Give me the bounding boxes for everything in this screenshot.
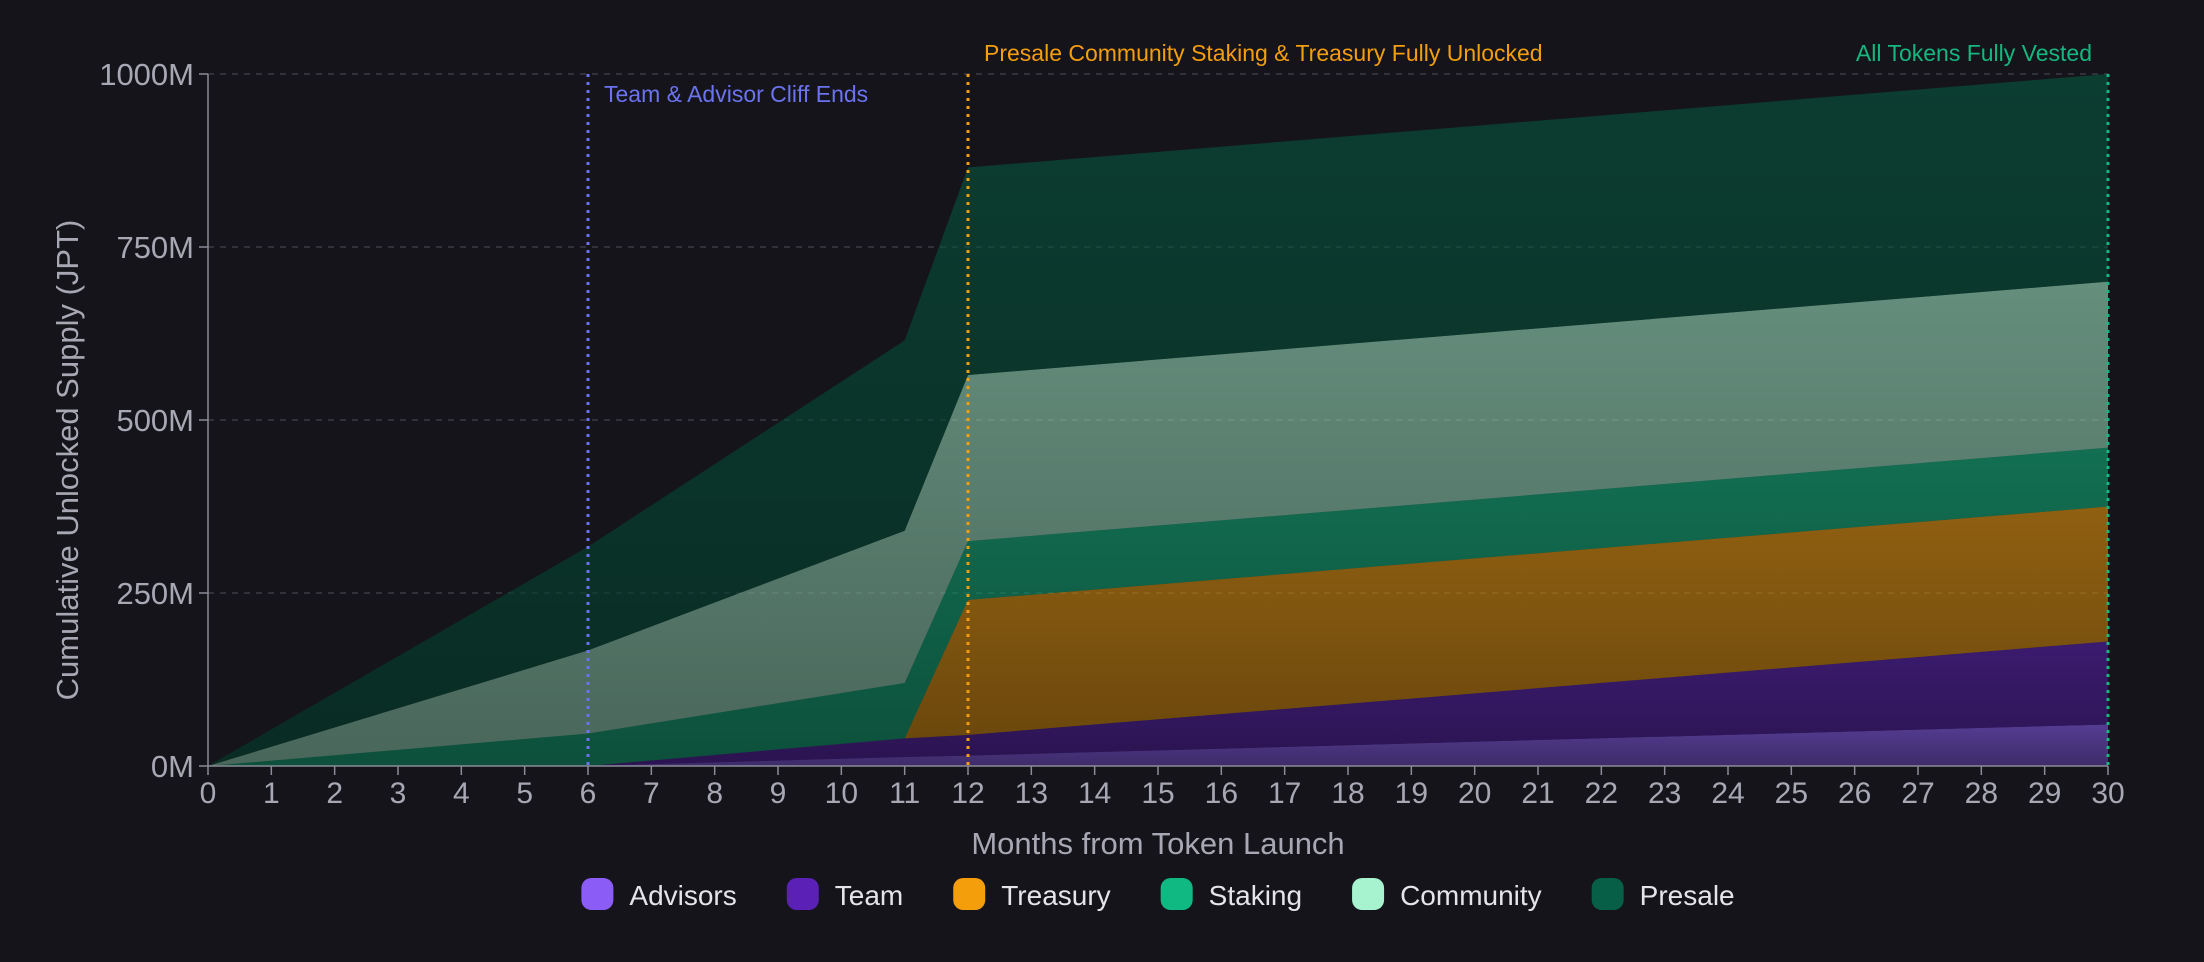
legend-swatch: [1160, 878, 1193, 910]
area-staking-shade: [208, 447, 2108, 766]
x-tick-label: 24: [1711, 777, 1744, 810]
legend-label: Treasury: [1001, 880, 1110, 911]
x-tick-label: 26: [1838, 777, 1871, 810]
legend-item-community[interactable]: Community: [1352, 878, 1542, 911]
x-tick-label: 29: [2028, 777, 2061, 810]
legend-swatch: [786, 878, 819, 910]
x-tick-label: 7: [643, 777, 660, 810]
legend-item-presale[interactable]: Presale: [1591, 878, 1735, 911]
x-tick-label: 28: [1965, 777, 1998, 810]
y-tick-label: 750M: [116, 230, 194, 265]
y-tick-label: 1000M: [99, 57, 194, 92]
annotations: Team & Advisor Cliff Ends Presale Communi…: [586, 40, 2110, 766]
annotation-label: Presale Community Staking & Treasury Ful…: [984, 40, 1543, 66]
legend-label: Advisors: [629, 880, 736, 911]
x-tick-label: 11: [889, 777, 920, 810]
x-tick-label: 13: [1015, 777, 1048, 810]
x-tick-label: 15: [1141, 777, 1174, 810]
x-tick-label: 4: [453, 777, 470, 810]
legend-item-team[interactable]: Team: [786, 878, 903, 911]
x-tick-label: 23: [1648, 777, 1681, 810]
legend-swatch: [581, 878, 614, 910]
legend-label: Presale: [1640, 880, 1735, 911]
legend-item-treasury[interactable]: Treasury: [953, 878, 1111, 911]
x-tick-label: 9: [770, 777, 787, 810]
legend-item-staking[interactable]: Staking: [1160, 878, 1302, 911]
x-tick-label: 30: [2091, 777, 2124, 810]
area-presale-shade: [208, 74, 2108, 766]
legend-label: Team: [835, 880, 903, 911]
x-tick-label: 25: [1775, 777, 1808, 810]
x-tick-label: 27: [1901, 777, 1934, 810]
x-tick-label: 0: [200, 777, 217, 810]
area-treasury-shade: [208, 506, 2108, 766]
x-tick-label: 20: [1458, 777, 1491, 810]
x-tick-label: 10: [825, 777, 858, 810]
legend-swatch: [953, 878, 986, 910]
legend-swatch: [1591, 878, 1624, 910]
x-tick-label: 1: [263, 777, 280, 810]
area-advisors-shade: [208, 724, 2108, 766]
x-tick-label: 2: [326, 777, 343, 810]
x-tick-label: 3: [390, 777, 407, 810]
legend-label: Staking: [1209, 880, 1302, 911]
stacked-areas: [208, 74, 2108, 766]
area-team-shade: [208, 641, 2108, 766]
x-tick-label: 12: [951, 777, 984, 810]
y-tick-label: 250M: [116, 576, 194, 611]
x-tick-label: 17: [1268, 777, 1301, 810]
annotation-label: All Tokens Fully Vested: [1856, 40, 2092, 66]
x-tick-label: 6: [580, 777, 597, 810]
x-tick-label: 5: [516, 777, 533, 810]
x-tick-label: 18: [1331, 777, 1364, 810]
x-tick-label: 8: [706, 777, 723, 810]
annotation-label: Team & Advisor Cliff Ends: [604, 81, 868, 107]
x-tick-label: 16: [1205, 777, 1238, 810]
y-tick-label: 500M: [116, 403, 194, 438]
x-tick-label: 19: [1395, 777, 1428, 810]
area-community-shade: [208, 281, 2108, 766]
legend-item-advisors[interactable]: Advisors: [581, 878, 737, 911]
legend-label: Community: [1400, 880, 1542, 911]
legend: Advisors Team Treasury Staking Community Pres…: [581, 878, 1735, 911]
y-tick-label: 0M: [151, 749, 194, 784]
x-axis-label: Months from Token Launch: [971, 826, 1344, 861]
y-axis-label: Cumulative Unlocked Supply (JPT): [50, 220, 85, 701]
legend-swatch: [1352, 878, 1385, 910]
x-tick-label: 22: [1585, 777, 1618, 810]
x-tick-label: 21: [1521, 777, 1554, 810]
x-tick-label: 14: [1078, 777, 1111, 810]
